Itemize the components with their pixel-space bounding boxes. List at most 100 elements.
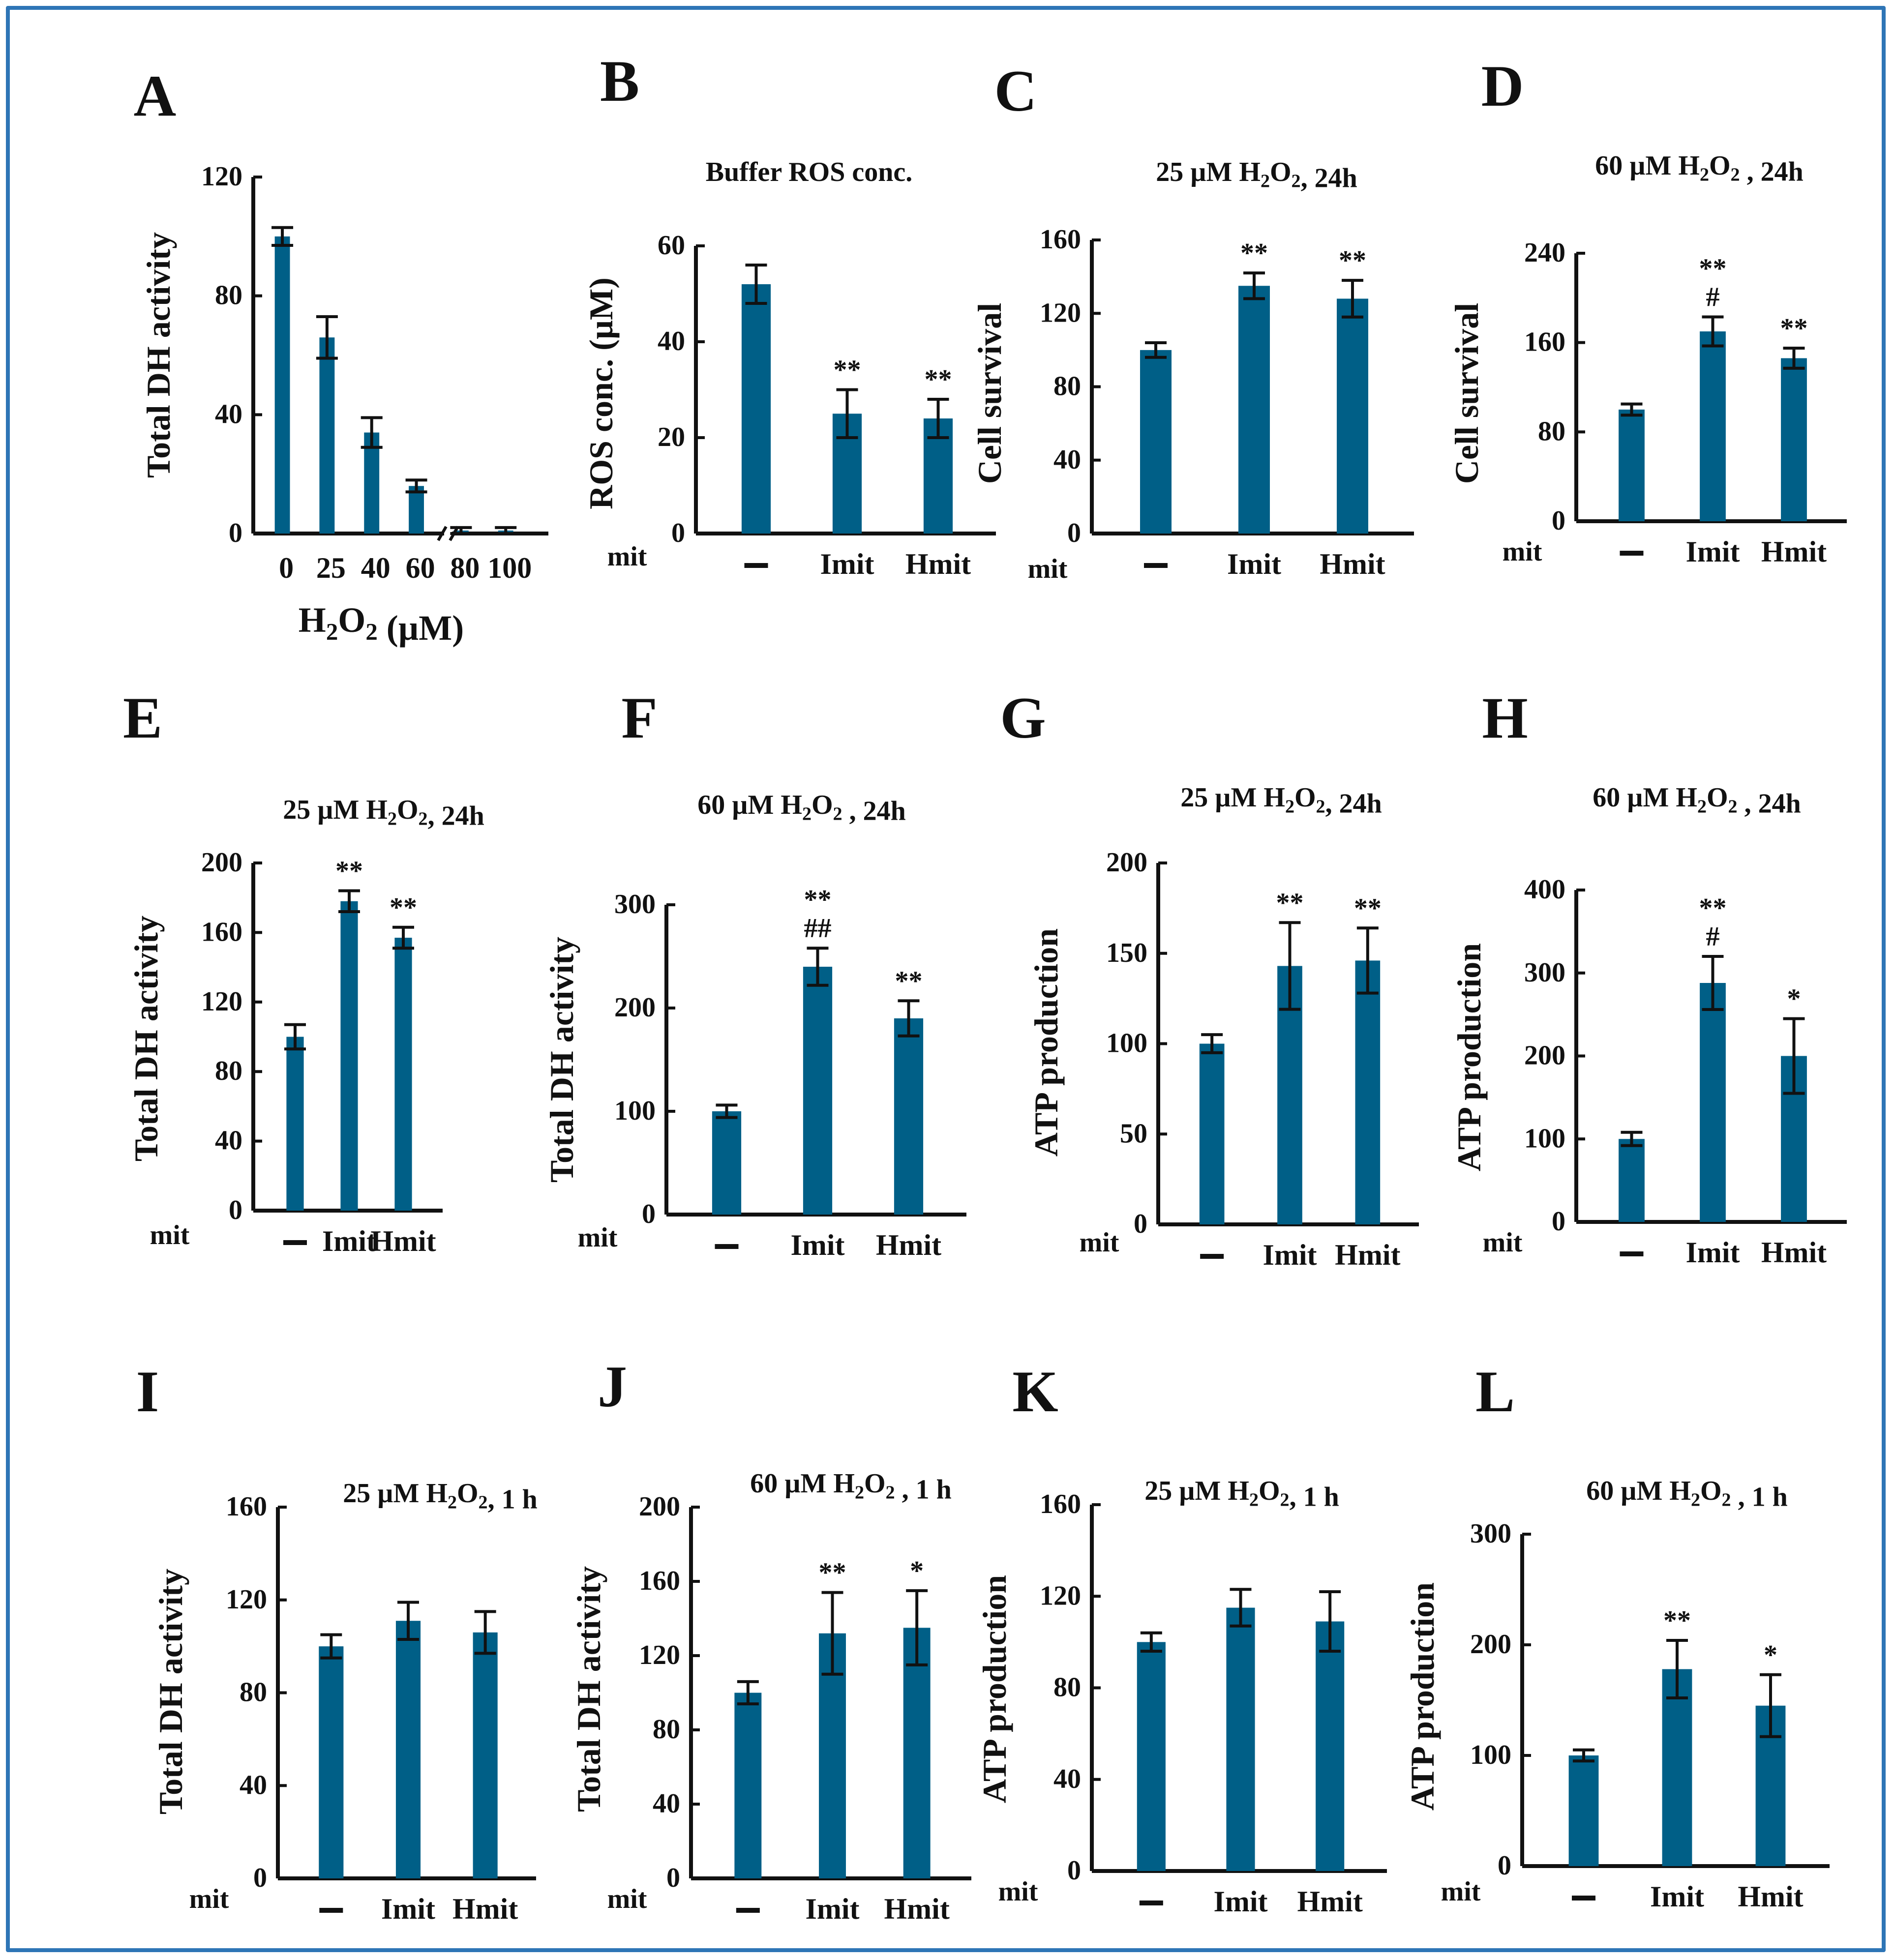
y-tick-label: 0 [1552,505,1565,536]
significance-marker: ** [1276,888,1304,918]
category-label: 60 [406,552,435,584]
y-tick-label: 160 [1040,224,1081,255]
y-tick-label: 40 [1053,445,1081,475]
panel-letter: K [1012,1359,1058,1424]
panel-title: 25 µM H2O2, 1 h [343,1478,538,1515]
category-label-none [744,563,768,568]
y-tick-label: 200 [1106,847,1147,878]
bar [1140,350,1172,534]
category-label: 80 [450,552,480,584]
y-tick-label: 200 [639,1491,680,1522]
panel-letter: D [1481,53,1524,119]
bar [340,901,358,1211]
bar [1700,983,1726,1222]
y-axis-label: Total DH activity [140,232,177,478]
bar [1337,298,1368,534]
y-tick-label: 160 [201,917,242,947]
significance-marker: ** [895,966,923,996]
treatment-row-label: mit [1441,1876,1481,1907]
panel-j: J 60 µM H2O2 , 1 h 0 40 80 120 160 200 Total DH … [570,1354,971,1925]
bar [1700,331,1726,521]
y-axis-label: Total DH activity [543,937,580,1183]
significance-marker: ** [804,885,832,915]
category-label-none [1620,1251,1644,1256]
panel-letter: B [600,48,639,114]
category-label: Imit [820,548,874,580]
bar [1226,1607,1255,1871]
significance-marker: ** [1663,1605,1691,1636]
y-axis-label: ATP production [976,1575,1013,1803]
bar [1619,1139,1645,1222]
y-tick-label: 160 [1040,1489,1081,1519]
y-tick-label: 200 [201,847,242,878]
bar [395,1621,421,1878]
category-label: 40 [361,552,391,584]
significance-marker: * [1764,1640,1777,1670]
y-tick-label: 120 [201,161,242,192]
category-label: 100 [487,552,532,584]
panel-letter: E [123,685,162,750]
bar [894,1018,924,1215]
axis-break-mark [449,526,459,541]
panel-title: 25 µM H2O2, 24h [1180,782,1382,819]
y-tick-label: 0 [666,1863,680,1893]
y-tick-label: 0 [1067,518,1081,548]
y-tick-label: 200 [1470,1629,1511,1660]
category-label: Imit [1214,1885,1268,1918]
panel-title: 25 µM H2O2, 1 h [1144,1476,1339,1512]
significance-marker: ## [804,913,832,944]
y-axis-label: Total DH activity [127,916,165,1161]
y-tick-label: 0 [229,1195,242,1225]
y-axis-label: Total DH activity [570,1566,607,1812]
y-tick-label: 60 [658,230,685,261]
bar [1238,286,1270,534]
y-tick-label: 80 [240,1677,267,1708]
bar [394,938,412,1211]
category-label: Hmit [1761,1236,1827,1269]
y-tick-label: 80 [653,1714,680,1745]
bar [409,486,424,534]
bar [803,967,833,1215]
panel-letter: G [1000,685,1046,750]
y-tick-label: 100 [614,1096,656,1126]
category-label: Hmit [1320,548,1385,580]
y-tick-label: 40 [1053,1764,1081,1794]
category-label: Imit [322,1225,376,1257]
category-label: Imit [1263,1239,1317,1271]
category-label: Imit [791,1229,845,1261]
y-tick-label: 0 [642,1199,656,1229]
category-label: Imit [1650,1880,1704,1913]
y-tick-label: 50 [1120,1118,1147,1149]
bar [1781,358,1807,521]
figure-frame [6,6,1886,1952]
bar [286,1037,304,1211]
category-label: Imit [381,1893,435,1925]
y-tick-label: 300 [1524,957,1565,988]
significance-marker: * [1787,984,1801,1014]
treatment-row-label: mit [607,1884,647,1914]
panel-letter: I [136,1359,159,1424]
panel-c: C 25 µM H2O2, 24h 0 40 80 120 160 Cell survival… [971,58,1414,584]
y-tick-label: 40 [658,326,685,356]
y-axis-label: ATP production [1450,943,1488,1171]
treatment-row-label: mit [1080,1227,1119,1258]
y-tick-label: 300 [1470,1518,1511,1549]
category-label: Hmit [1738,1880,1803,1913]
y-tick-label: 80 [215,280,242,311]
treatment-row-label: mit [150,1220,190,1250]
panel-f: F 60 µM H2O2 , 24h 0 100 200 300 Total DH acti… [543,685,966,1261]
category-label-none [283,1240,307,1245]
panel-e: E 25 µM H2O2, 24h 0 40 80 120 160 200 Total DH a… [123,685,484,1257]
bar [1619,409,1645,521]
treatment-row-label: mit [189,1884,229,1914]
y-axis-label: ATP production [1027,928,1065,1157]
treatment-row-label: mit [578,1222,618,1253]
y-tick-label: 200 [1524,1040,1565,1071]
category-label: Hmit [1297,1885,1363,1918]
bar [473,1632,498,1878]
panel-d: D 60 µM H2O2 , 24h 0 80 160 240 Cell survival #… [1448,53,1847,568]
y-tick-label: 240 [1524,238,1565,268]
significance-marker: ** [819,1558,846,1588]
bar [319,337,335,534]
y-tick-label: 0 [1552,1206,1565,1237]
